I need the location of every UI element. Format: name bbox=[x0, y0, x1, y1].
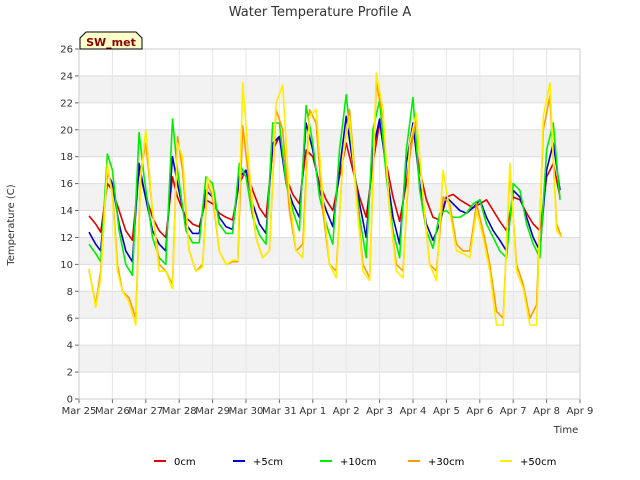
y-tick-label: 8 bbox=[67, 287, 73, 298]
x-tick-label: Apr 4 bbox=[400, 406, 427, 417]
y-tick-label: 18 bbox=[60, 152, 73, 163]
x-axis-label: Time bbox=[553, 425, 578, 436]
plot-band bbox=[79, 345, 580, 373]
plot-band bbox=[79, 129, 580, 157]
legend-label: +30cm bbox=[428, 457, 464, 468]
y-tick-label: 26 bbox=[60, 45, 73, 56]
plot-area bbox=[79, 49, 580, 399]
legend-label: +10cm bbox=[340, 457, 376, 468]
legend-label: +50cm bbox=[520, 457, 556, 468]
x-tick-label: Apr 9 bbox=[567, 406, 594, 417]
y-tick-label: 20 bbox=[60, 125, 73, 136]
legend-label: +5cm bbox=[253, 457, 283, 468]
series-lines bbox=[88, 72, 563, 326]
y-tick-label: 10 bbox=[60, 260, 73, 271]
x-tick-label: Mar 28 bbox=[162, 406, 197, 417]
y-tick-label: 6 bbox=[67, 314, 73, 325]
x-tick-label: Mar 31 bbox=[262, 406, 297, 417]
station-badge: SW_met bbox=[79, 31, 143, 50]
x-tick-label: Apr 8 bbox=[533, 406, 560, 417]
y-tick-label: 2 bbox=[67, 368, 73, 379]
legend: 0cm +5cm +10cm +30cm +50cm bbox=[154, 457, 556, 468]
y-tick-label: 4 bbox=[67, 341, 73, 352]
y-tick-label: 12 bbox=[60, 233, 73, 244]
x-tick-label: Apr 2 bbox=[333, 406, 360, 417]
plot-frame bbox=[78, 48, 581, 400]
x-tick-label: Apr 6 bbox=[466, 406, 493, 417]
y-axis-label: Temperature (C) bbox=[6, 184, 17, 266]
series-line-50cm bbox=[88, 72, 563, 326]
plot-band bbox=[79, 75, 580, 103]
chart-title: Water Temperature Profile A bbox=[229, 5, 412, 20]
x-tick-label: Apr 1 bbox=[299, 406, 326, 417]
badge-label: SW_met bbox=[86, 36, 136, 49]
x-tick-label: Mar 25 bbox=[62, 406, 97, 417]
x-tick-label: Apr 7 bbox=[500, 406, 527, 417]
x-tick-label: Apr 3 bbox=[366, 406, 393, 417]
x-tick-label: Apr 5 bbox=[433, 406, 460, 417]
y-tick-label: 24 bbox=[60, 71, 73, 82]
y-tick-label: 16 bbox=[60, 179, 73, 190]
series-line-30cm bbox=[88, 81, 563, 319]
y-tick-label: 14 bbox=[60, 206, 73, 217]
x-tick-label: Mar 26 bbox=[95, 406, 130, 417]
x-tick-label: Mar 29 bbox=[195, 406, 230, 417]
x-tick-label: Mar 30 bbox=[229, 406, 264, 417]
x-tick-label: Mar 27 bbox=[128, 406, 163, 417]
plot-band bbox=[79, 291, 580, 319]
badge-shape bbox=[79, 31, 143, 50]
y-tick-label: 22 bbox=[60, 98, 73, 109]
legend-label: 0cm bbox=[174, 457, 196, 468]
y-tick-label: 0 bbox=[67, 395, 73, 406]
